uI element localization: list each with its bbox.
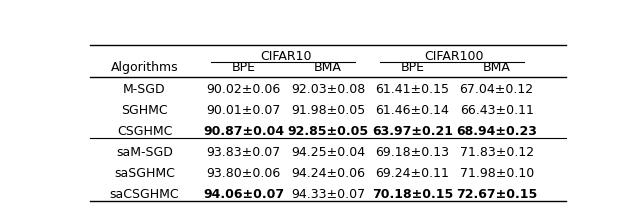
Text: BMA: BMA xyxy=(483,61,511,74)
Text: BPE: BPE xyxy=(232,61,256,74)
Text: 69.24±0.11: 69.24±0.11 xyxy=(376,167,449,180)
Text: 68.94±0.23: 68.94±0.23 xyxy=(456,125,537,138)
Text: 72.67±0.15: 72.67±0.15 xyxy=(456,188,537,201)
Text: 90.87±0.04: 90.87±0.04 xyxy=(203,125,284,138)
Text: saM-SGD: saM-SGD xyxy=(116,146,173,159)
Text: 92.03±0.08: 92.03±0.08 xyxy=(291,83,365,96)
Text: 94.25±0.04: 94.25±0.04 xyxy=(291,146,365,159)
Text: 93.83±0.07: 93.83±0.07 xyxy=(207,146,281,159)
Text: BMA: BMA xyxy=(314,61,342,74)
Text: 71.83±0.12: 71.83±0.12 xyxy=(460,146,534,159)
Text: 70.18±0.15: 70.18±0.15 xyxy=(372,188,453,201)
Text: 67.04±0.12: 67.04±0.12 xyxy=(460,83,534,96)
Text: 90.01±0.07: 90.01±0.07 xyxy=(207,104,281,117)
Text: 66.43±0.11: 66.43±0.11 xyxy=(460,104,534,117)
Text: BPE: BPE xyxy=(401,61,424,74)
Text: 93.80±0.06: 93.80±0.06 xyxy=(207,167,281,180)
Text: SGHMC: SGHMC xyxy=(121,104,168,117)
Text: 69.18±0.13: 69.18±0.13 xyxy=(375,146,449,159)
Text: 91.98±0.05: 91.98±0.05 xyxy=(291,104,365,117)
Text: 90.02±0.06: 90.02±0.06 xyxy=(207,83,281,96)
Text: CIFAR10: CIFAR10 xyxy=(260,50,312,63)
Text: 63.97±0.21: 63.97±0.21 xyxy=(372,125,453,138)
Text: 94.33±0.07: 94.33±0.07 xyxy=(291,188,365,201)
Text: Algorithms: Algorithms xyxy=(111,61,179,74)
Text: 71.98±0.10: 71.98±0.10 xyxy=(460,167,534,180)
Text: M-SGD: M-SGD xyxy=(123,83,166,96)
Text: 94.06±0.07: 94.06±0.07 xyxy=(203,188,284,201)
Text: 61.41±0.15: 61.41±0.15 xyxy=(375,83,449,96)
Text: 94.24±0.06: 94.24±0.06 xyxy=(291,167,365,180)
Text: CSGHMC: CSGHMC xyxy=(116,125,172,138)
Text: 61.46±0.14: 61.46±0.14 xyxy=(376,104,449,117)
Text: saCSGHMC: saCSGHMC xyxy=(109,188,179,201)
Text: 92.85±0.05: 92.85±0.05 xyxy=(287,125,369,138)
Text: CIFAR100: CIFAR100 xyxy=(425,50,484,63)
Text: saSGHMC: saSGHMC xyxy=(114,167,175,180)
